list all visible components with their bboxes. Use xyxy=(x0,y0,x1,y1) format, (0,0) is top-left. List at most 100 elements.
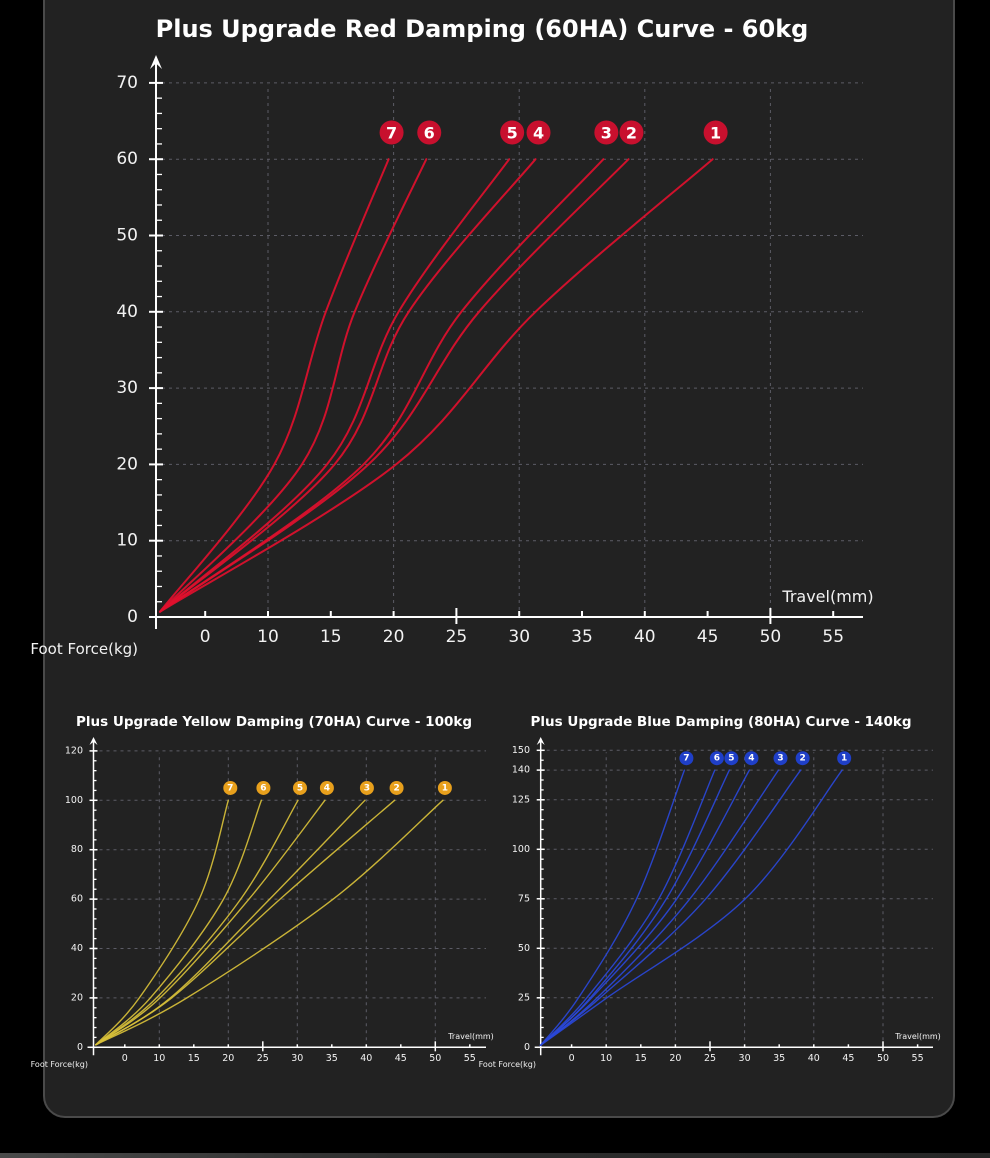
yellow-y-tick-label: 120 xyxy=(65,745,83,756)
blue-badge-label: 4 xyxy=(748,754,754,764)
blue-badge-circle xyxy=(724,751,739,766)
red-series-6-badge: 6 xyxy=(417,120,442,145)
blue-y-tick-label: 140 xyxy=(512,765,530,776)
blue-series-5-badge: 5 xyxy=(724,751,739,766)
blue-badge-circle xyxy=(679,751,694,766)
red-series-7-line xyxy=(159,158,390,613)
blue-series-7-line xyxy=(539,769,686,1046)
blue-y-axis-arrow-icon xyxy=(536,737,545,745)
yellow-y-tick-label: 40 xyxy=(71,943,83,954)
red-y-tick-label: 0 xyxy=(127,607,138,627)
yellow-badge-circle xyxy=(256,780,271,795)
red-y-axis-arrow-icon xyxy=(150,55,162,69)
red-series-4-line xyxy=(159,158,537,613)
blue-x-tick-label: 15 xyxy=(635,1053,647,1064)
blue-x-tick-label: 20 xyxy=(669,1053,681,1064)
blue-series-6-line xyxy=(539,769,716,1046)
blue-badge-circle xyxy=(795,751,810,766)
blue-series-2-badge: 2 xyxy=(795,751,810,766)
blue-y-tick-label: 100 xyxy=(512,844,530,855)
blue-x-tick-label: 55 xyxy=(912,1053,924,1064)
red-badge-circle xyxy=(417,120,442,145)
red-badge-label: 3 xyxy=(601,123,612,142)
yellow-y-tick-label: 0 xyxy=(77,1042,83,1053)
yellow-badge-label: 3 xyxy=(364,783,370,793)
blue-y-tick-label: 125 xyxy=(512,794,530,805)
yellow-badge-label: 4 xyxy=(324,783,330,793)
red-badge-label: 4 xyxy=(533,123,544,142)
blue-badge-label: 6 xyxy=(714,754,720,764)
yellow-series-6-badge: 6 xyxy=(256,780,271,795)
blue-series-3-badge: 3 xyxy=(773,751,788,766)
blue-badge-circle xyxy=(773,751,788,766)
blue-y-tick-label: 50 xyxy=(518,943,530,954)
red-badge-circle xyxy=(703,120,728,145)
yellow-x-tick-label: 50 xyxy=(429,1053,441,1064)
red-series-3-line xyxy=(159,158,605,613)
blue-x-tick-label: 45 xyxy=(842,1053,854,1064)
red-series-6-line xyxy=(159,158,428,613)
yellow-chart-title: Plus Upgrade Yellow Damping (70HA) Curve… xyxy=(76,714,472,730)
blue-series-5-line xyxy=(539,769,731,1046)
red-badge-label: 2 xyxy=(626,123,637,142)
blue-badge-circle xyxy=(709,751,724,766)
red-x-axis-label: Travel(mm) xyxy=(781,587,873,606)
yellow-series-2-badge: 2 xyxy=(389,780,404,795)
red-y-axis-label: Foot Force(kg) xyxy=(30,640,138,658)
yellow-badge-circle xyxy=(223,780,238,795)
red-x-tick-label: 25 xyxy=(446,627,468,647)
red-x-tick-label: 50 xyxy=(760,627,782,647)
yellow-y-tick-label: 20 xyxy=(71,992,83,1003)
blue-series-3-line xyxy=(539,769,780,1046)
yellow-badge-circle xyxy=(292,780,307,795)
yellow-badge-circle xyxy=(437,780,452,795)
yellow-series-7-badge: 7 xyxy=(223,780,238,795)
red-y-tick-label: 30 xyxy=(116,378,138,398)
blue-badge-label: 3 xyxy=(777,754,783,764)
yellow-badge-label: 5 xyxy=(297,783,303,793)
yellow-series-6-line xyxy=(95,799,263,1046)
yellow-y-tick-label: 60 xyxy=(71,894,83,905)
blue-x-tick-label: 10 xyxy=(600,1053,612,1064)
blue-x-tick-label: 40 xyxy=(808,1053,820,1064)
red-badge-label: 7 xyxy=(386,123,397,142)
red-y-tick-label: 50 xyxy=(116,226,138,246)
red-y-tick-label: 60 xyxy=(116,149,138,169)
red-series-3-badge: 3 xyxy=(594,120,619,145)
yellow-series-7-line xyxy=(95,799,229,1046)
red-badge-circle xyxy=(526,120,551,145)
blue-x-tick-label: 35 xyxy=(773,1053,785,1064)
red-badge-label: 5 xyxy=(507,123,518,142)
yellow-x-tick-label: 35 xyxy=(326,1053,338,1064)
yellow-badge-circle xyxy=(389,780,404,795)
yellow-series-3-badge: 3 xyxy=(359,780,374,795)
red-y-tick-label: 70 xyxy=(116,73,138,93)
red-x-tick-label: 15 xyxy=(320,627,342,647)
yellow-x-tick-label: 30 xyxy=(291,1053,303,1064)
yellow-y-axis-arrow-icon xyxy=(89,737,98,745)
yellow-x-tick-label: 0 xyxy=(122,1053,128,1064)
yellow-x-tick-label: 20 xyxy=(222,1053,234,1064)
yellow-y-tick-label: 80 xyxy=(71,844,83,855)
red-damping-chart: Plus Upgrade Red Damping (60HA) Curve - … xyxy=(30,15,873,658)
blue-badge-label: 5 xyxy=(728,754,734,764)
red-series-1-badge: 1 xyxy=(703,120,728,145)
yellow-x-tick-label: 40 xyxy=(360,1053,372,1064)
yellow-series-5-badge: 5 xyxy=(292,780,307,795)
yellow-series-4-badge: 4 xyxy=(319,780,334,795)
red-badge-circle xyxy=(619,120,644,145)
blue-series-1-line xyxy=(539,769,843,1046)
red-x-tick-label: 0 xyxy=(200,627,211,647)
chart-card xyxy=(43,0,955,1118)
red-x-tick-label: 20 xyxy=(383,627,405,647)
red-badge-circle xyxy=(594,120,619,145)
red-series-4-badge: 4 xyxy=(526,120,551,145)
yellow-badge-circle xyxy=(319,780,334,795)
yellow-badge-label: 2 xyxy=(393,783,399,793)
blue-x-tick-label: 50 xyxy=(877,1053,889,1064)
blue-y-tick-label: 150 xyxy=(512,745,530,756)
yellow-x-tick-label: 45 xyxy=(395,1053,407,1064)
blue-badge-label: 7 xyxy=(683,754,689,764)
